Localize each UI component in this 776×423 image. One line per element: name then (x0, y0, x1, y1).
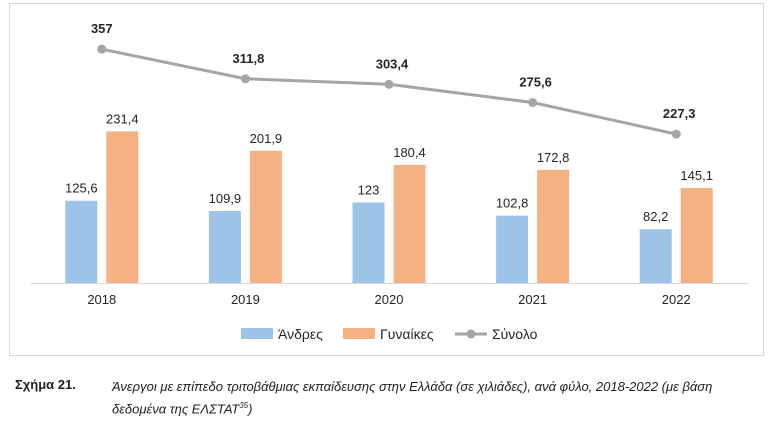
x-tick-label-2018: 2018 (87, 292, 116, 307)
data-label-men-2019: 109,9 (209, 191, 242, 206)
legend-swatch-men (241, 328, 273, 339)
bar-men-2022 (639, 229, 672, 283)
total-point-2018 (97, 44, 107, 54)
caption-number: Σχήμα 21. (15, 377, 76, 392)
legend-marker-total (466, 329, 476, 339)
x-tick-label-2020: 2020 (375, 292, 404, 307)
bar-men-2019 (208, 211, 241, 283)
bar-women-2022 (680, 187, 713, 283)
data-label-men-2021: 102,8 (496, 196, 529, 211)
legend-label-total: Σύνολο (492, 326, 538, 342)
data-label-women-2022: 145,1 (680, 168, 713, 183)
bar-men-2018 (65, 200, 98, 283)
bar-women-2021 (537, 169, 570, 283)
caption-body: Άνεργοι με επίπεδο τριτοβάθμιας εκπαίδευ… (112, 379, 713, 417)
total-point-2020 (384, 79, 394, 89)
total-point-2019 (240, 74, 250, 84)
x-tick-label-2019: 2019 (231, 292, 260, 307)
data-label-men-2018: 125,6 (65, 181, 98, 196)
data-label-women-2021: 172,8 (537, 150, 570, 165)
x-tick-label-2021: 2021 (518, 292, 547, 307)
total-label-2022: 227,3 (663, 106, 696, 121)
caption-text: Άνεργοι με επίπεδο τριτοβάθμιας εκπαίδευ… (112, 377, 752, 418)
data-label-men-2020: 123 (358, 182, 380, 197)
legend-label-men: Άνδρες (278, 326, 323, 342)
total-point-2021 (528, 97, 538, 107)
bar-women-2018 (106, 131, 139, 283)
x-tick-label-2022: 2022 (662, 292, 691, 307)
data-label-women-2019: 201,9 (250, 131, 283, 146)
caption-footnote: 35 (239, 401, 249, 410)
total-label-2018: 357 (91, 21, 113, 36)
bar-men-2020 (352, 202, 385, 283)
total-label-2020: 303,4 (376, 56, 409, 71)
unemployed-tertiary-education-chart: 125,6 231,4 2018 109,9 201,9 2019 123 180,4 2020… (30, 21, 748, 342)
bar-men-2021 (496, 215, 529, 283)
caption-end: ) (248, 401, 253, 417)
legend-swatch-women (343, 328, 375, 339)
bar-women-2020 (393, 164, 426, 283)
chart-frame: 125,6 231,4 2018 109,9 201,9 2019 123 180,4 2020… (9, 3, 764, 356)
bar-women-2019 (249, 150, 282, 283)
total-label-2021: 275,6 (519, 74, 552, 89)
data-label-men-2022: 82,2 (643, 209, 668, 224)
total-label-2019: 311,8 (232, 51, 264, 66)
total-point-2022 (671, 129, 681, 139)
legend-label-women: Γυναίκες (380, 326, 434, 342)
data-label-women-2020: 180,4 (393, 145, 426, 160)
data-label-women-2018: 231,4 (106, 111, 139, 126)
